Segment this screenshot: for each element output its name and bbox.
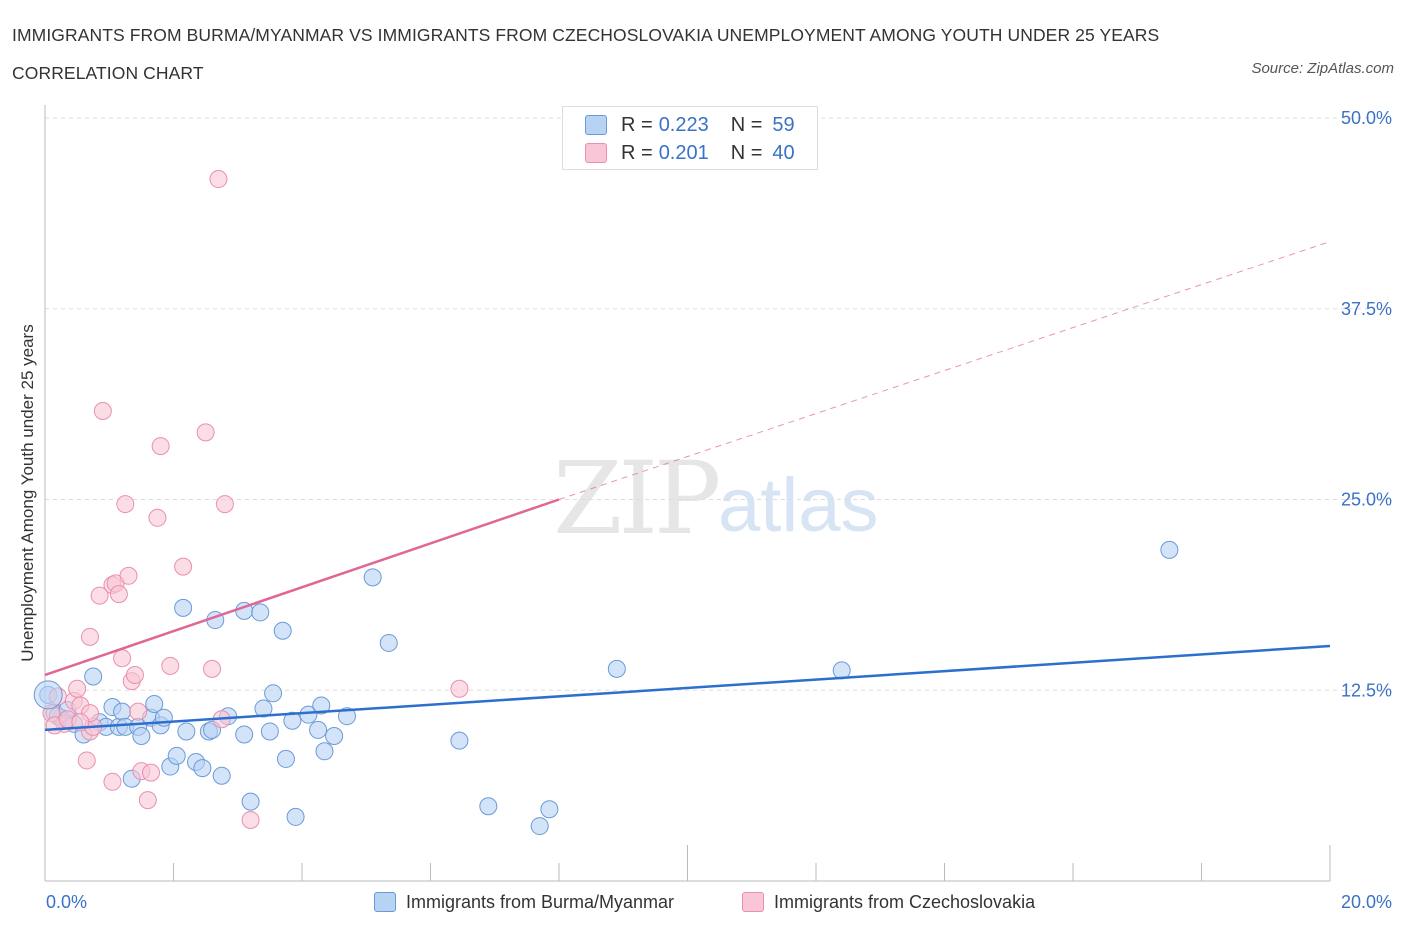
burma-point: [309, 720, 328, 739]
grid-layer: [45, 117, 1370, 691]
stats-legend-row-czech: R = 0.201 N = 40: [585, 141, 795, 165]
x-tick-label: 20.0%: [1341, 892, 1392, 912]
burma-point: [251, 603, 270, 622]
burma-point: [273, 621, 292, 640]
burma-point: [132, 727, 151, 746]
czech-point: [151, 437, 170, 456]
burma-point: [283, 711, 302, 730]
burma-point: [84, 667, 103, 686]
burma-point: [315, 742, 334, 761]
czech-point: [196, 423, 215, 442]
czech-point: [174, 557, 193, 576]
czech-point: [215, 495, 234, 514]
legend-n-value: 40: [772, 141, 795, 164]
burma-point: [1160, 540, 1179, 559]
czech-point: [116, 495, 135, 514]
czech-point: [209, 170, 228, 189]
chart-source: Source: ZipAtlas.com: [1251, 60, 1394, 77]
axis-layer: [44, 105, 1331, 882]
czech-point: [241, 810, 260, 829]
legend-n-label: N =: [730, 141, 763, 164]
burma-point: [193, 759, 212, 778]
y-tick-label: 25.0%: [1341, 490, 1392, 510]
bottom-legend-burma: Immigrants from Burma/Myanmar: [374, 888, 674, 916]
czech-trend-extension: [558, 241, 1331, 500]
legend-swatch-pink: [585, 143, 607, 163]
czech-point: [142, 763, 161, 782]
legend-r-label: R =: [621, 113, 653, 136]
burma-point: [299, 705, 318, 724]
czech-point: [148, 508, 167, 527]
bottom-legend-label: Immigrants from Burma/Myanmar: [406, 891, 675, 912]
czech-point: [119, 566, 138, 585]
czech-point: [68, 679, 87, 698]
burma-point: [254, 699, 273, 718]
chart-title: IMMIGRANTS FROM BURMA/MYANMAR VS IMMIGRA…: [12, 25, 1160, 83]
y-tick-label: 12.5%: [1341, 680, 1392, 700]
y-axis-label: Unemployment Among Youth under 25 years: [18, 324, 37, 661]
bottom-legend-swatch-pink: [742, 892, 764, 912]
burma-point: [174, 598, 193, 617]
czech-point: [203, 659, 222, 678]
watermark-zip: ZIP: [553, 440, 721, 557]
czech-point: [161, 656, 180, 675]
burma-point: [260, 722, 279, 741]
burma-point: [530, 817, 549, 836]
burma-point: [241, 792, 260, 811]
legend-n-label: N =: [730, 113, 763, 136]
czech-point: [113, 649, 132, 668]
burma-point: [212, 766, 231, 785]
bottom-legend-label: Immigrants from Czechoslovakia: [774, 891, 1036, 912]
x-tick-label: 0.0%: [46, 892, 87, 912]
czech-point: [80, 627, 99, 646]
legend-n-value: 59: [772, 113, 795, 136]
burma-point: [33, 680, 63, 710]
burma-point: [325, 727, 344, 746]
czech-point: [77, 751, 96, 770]
czech-point: [93, 401, 112, 420]
czech-point: [125, 665, 144, 684]
burma-point: [286, 807, 305, 826]
czech-point: [109, 585, 128, 604]
points-layer: [33, 170, 1179, 836]
burma-point: [479, 797, 498, 816]
burma-point: [312, 696, 331, 715]
bottom-legend-czech: Immigrants from Czechoslovakia: [742, 888, 1035, 916]
burma-point: [145, 694, 164, 713]
legend-r-value: 0.223: [658, 113, 709, 136]
burma-trend-line: [44, 644, 1331, 732]
czech-point: [129, 702, 148, 721]
stats-legend: R = 0.223 N = 59 R = 0.201 N = 40: [562, 106, 818, 170]
czech-point: [138, 791, 157, 810]
czech-point: [103, 772, 122, 791]
burma-point: [607, 659, 626, 678]
czech-trend-line: [44, 498, 560, 677]
legend-r-value: 0.201: [658, 141, 709, 164]
y-tick-label: 37.5%: [1341, 299, 1392, 319]
watermark-atlas: atlas: [718, 463, 879, 548]
burma-point: [450, 731, 469, 750]
burma-point: [379, 633, 398, 652]
trend-layer: [44, 241, 1331, 732]
legend-r-label: R =: [621, 141, 653, 164]
burma-point: [337, 707, 356, 726]
burma-point: [177, 722, 196, 741]
burma-point: [363, 568, 382, 587]
label-layer: 12.5% 25.0% 37.5% 50.0% 0.0% 20.0% Unemploymen…: [18, 108, 1392, 912]
burma-point: [235, 725, 254, 744]
burma-point: [113, 702, 132, 721]
burma-point: [167, 746, 186, 765]
bottom-legend-swatch-blue: [374, 892, 396, 912]
legend-swatch-blue: [585, 115, 607, 135]
czech-point: [90, 586, 109, 605]
burma-point: [264, 684, 283, 703]
burma-point: [540, 800, 559, 819]
y-tick-label: 50.0%: [1341, 108, 1392, 128]
burma-point: [276, 749, 295, 768]
czech-point: [450, 679, 469, 698]
stats-legend-row-burma: R = 0.223 N = 59: [585, 113, 795, 137]
